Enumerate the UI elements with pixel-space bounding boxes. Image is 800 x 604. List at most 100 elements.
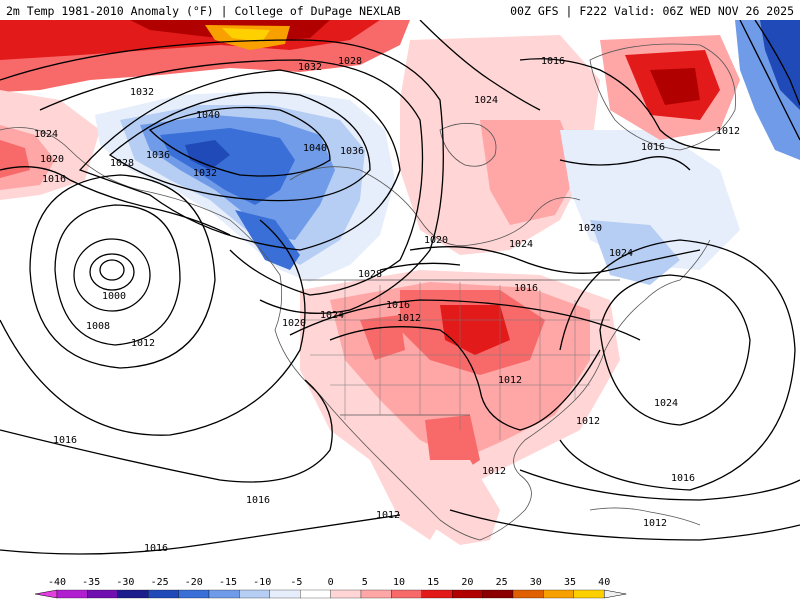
isobar-1024-east (409, 246, 701, 274)
caribbean-islands (589, 507, 701, 526)
product-title: 2m Temp 1981-2010 Anomaly (°F) | College… (6, 4, 401, 18)
colorbar-swatch (421, 589, 453, 599)
iso-label: 1040 (196, 110, 220, 121)
colorbar-swatch (512, 589, 544, 599)
iso-label: 1024 (509, 239, 533, 250)
iso-label: 1016 (386, 300, 410, 311)
iso-label: 1020 (424, 235, 448, 246)
colorbar-tick-label: 40 (598, 577, 610, 588)
state-lines-horizontal (300, 319, 610, 386)
iso-label: 1012 (576, 416, 600, 427)
colorbar-swatch (360, 589, 392, 599)
iso-label: 1012 (376, 510, 400, 521)
anomaly-shading (0, 20, 800, 545)
isobars (0, 20, 800, 555)
iso-label: 1012 (643, 518, 667, 529)
arctic-island (439, 122, 497, 167)
iso-label: 1012 (131, 338, 155, 349)
iso-label: 1024 (654, 398, 678, 409)
isobar-low-1004 (73, 238, 151, 312)
isobar-1016 (0, 379, 333, 483)
state-borders (300, 280, 610, 440)
isobar-greenland-2 (754, 20, 800, 106)
pacific-coast (0, 127, 481, 541)
iso-label: 1016 (246, 495, 270, 506)
canada-coldest (185, 140, 230, 170)
colorbar-tick-label: 20 (461, 577, 473, 588)
isobar-1020-plains (379, 262, 461, 271)
iso-label: 1016 (671, 473, 695, 484)
iso-label: 1012 (716, 126, 740, 137)
isobar-1028 (39, 59, 424, 296)
colorbar-tick-label: -15 (219, 577, 237, 588)
iso-label: 1032 (193, 168, 217, 179)
iso-label: 1020 (578, 223, 602, 234)
colorbar-swatch (56, 589, 88, 599)
iso-label: 1020 (40, 154, 64, 165)
iso-label: 1016 (514, 283, 538, 294)
isobar-labels: 1032 1028 1032 1040 1024 1036 1020 1028 … (34, 56, 740, 554)
colorbar-swatch (452, 589, 483, 599)
colorbar-tick-label: -20 (185, 577, 203, 588)
colorbar-tick-label: 10 (393, 577, 405, 588)
colorbar-svg: -40 -35 -30 -25 -20 -15 -10 -5 0 5 10 15 20 25 30 35 40 (34, 577, 627, 599)
colorbar-tick-label: -25 (151, 577, 169, 588)
colorbar-tick-label: -40 (48, 577, 66, 588)
iso-label: 1016 (641, 142, 665, 153)
colorbar-swatch (330, 589, 362, 599)
iso-label: 1024 (34, 129, 58, 140)
iso-label: 1032 (130, 87, 154, 98)
iso-label: 1028 (338, 56, 362, 67)
colorbar-swatch (239, 589, 270, 599)
colorbar-tick-label: -10 (253, 577, 271, 588)
iso-label: 1028 (110, 158, 134, 169)
iso-label: 1024 (609, 248, 633, 259)
colorbar-swatch (269, 589, 301, 599)
isobar-high-1036 (108, 91, 371, 202)
isobar-high-1032 (78, 69, 401, 251)
model-valid-time: 00Z GFS | F222 Valid: 06Z WED NOV 26 202… (510, 4, 794, 18)
iso-label: 1016 (541, 56, 565, 67)
header-bar: 2m Temp 1981-2010 Anomaly (°F) | College… (0, 0, 800, 20)
colorbar-swatch (87, 589, 118, 599)
colorbar-swatch (543, 589, 574, 599)
iso-label: 1008 (86, 321, 110, 332)
isobar-1020-west (0, 166, 231, 236)
isobar-1012-south (449, 509, 800, 541)
arctic-max-center (222, 28, 270, 42)
isobar-atlantic-1024 (599, 274, 751, 426)
isobar-1016-conus (289, 299, 641, 341)
bc-cold-core (235, 210, 300, 270)
iso-label: 1012 (498, 375, 522, 386)
map-svg: 1032 1028 1032 1040 1024 1036 1020 1028 … (0, 20, 800, 577)
colorbar-swatch (178, 589, 210, 599)
iso-label: 1016 (42, 174, 66, 185)
isobar-1012-north (519, 58, 721, 151)
isobar-low-996 (99, 259, 125, 281)
colorbar-swatch (573, 589, 605, 599)
colorbar-tick-label: -35 (82, 577, 100, 588)
greenland-warm-core (650, 68, 700, 105)
colorbar-left-arrow (34, 589, 58, 599)
iso-label: 1020 (282, 318, 306, 329)
hudson-coast (289, 166, 581, 247)
iso-label: 1028 (358, 269, 382, 280)
colorbar-tick-labels: -40 -35 -30 -25 -20 -15 -10 -5 0 5 10 15 20 25 30 35 40 (48, 577, 610, 588)
colorbar-tick-label: 0 (328, 577, 334, 588)
isobar-atlantic-1020 (559, 239, 796, 491)
colorbar-swatch (208, 589, 240, 599)
iso-label: 1016 (144, 543, 168, 554)
isobar-1016-atlantic (519, 469, 800, 501)
iso-label: 1012 (397, 313, 421, 324)
colorbar-tick-label: 35 (564, 577, 576, 588)
iso-label: 1024 (474, 95, 498, 106)
plains-warm-core (440, 305, 510, 355)
colorbar-tick-label: -5 (290, 577, 302, 588)
colorbar-right-arrow (603, 589, 627, 599)
coastlines (0, 43, 736, 541)
colorbar-swatches (34, 589, 627, 599)
greenland-coast (589, 43, 736, 151)
isobar-1012-outer (0, 219, 306, 436)
state-lines-vertical (344, 280, 576, 440)
